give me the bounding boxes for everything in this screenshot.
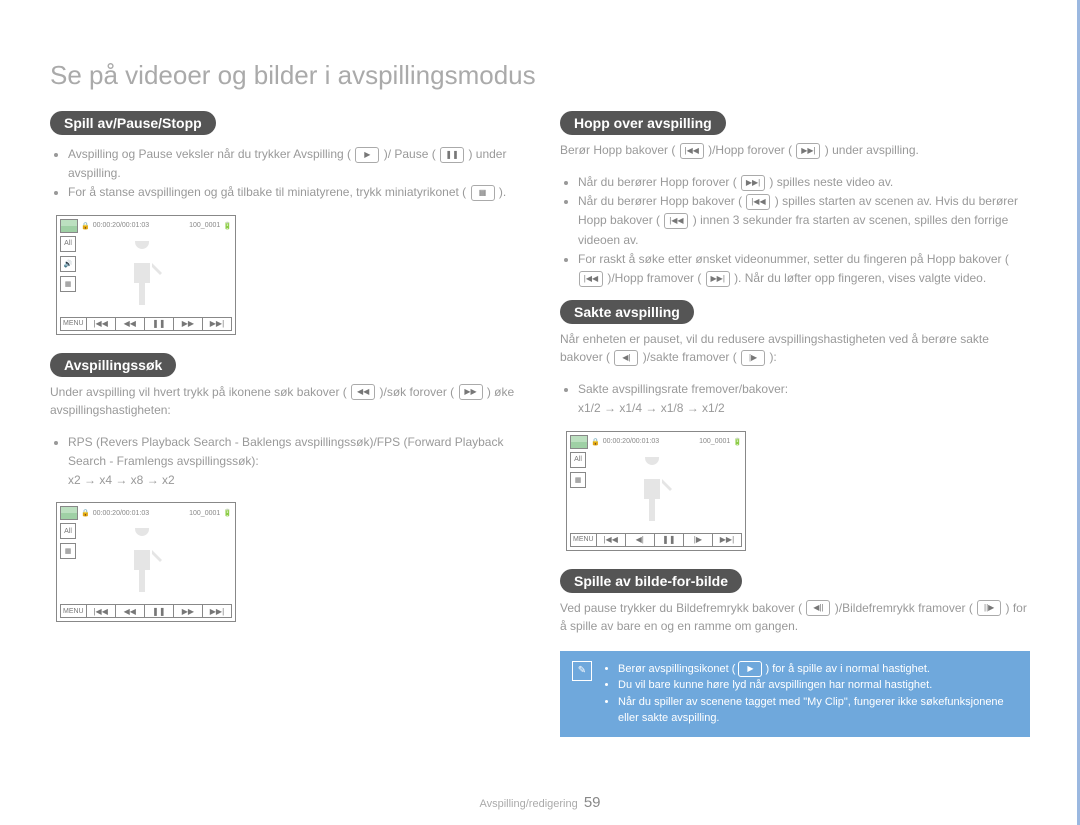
skip-fwd-icon: ▶▶| (203, 604, 232, 618)
pause-icon: ❚❚ (440, 147, 464, 163)
heading-skip: Hopp over avspilling (560, 111, 726, 135)
grid-icon: ▦ (60, 276, 76, 292)
note-list: Berør avspillingsikonet ( ▶ ) for å spil… (602, 661, 1018, 727)
player-mock-3: 🔒 00:00:20/00:01:03 100_0001 🔋 All ▦ MEN… (566, 431, 746, 551)
rate-sequence: x2 → x4 → x8 → x2 (68, 473, 175, 487)
skip-fwd-icon: ▶▶| (796, 143, 820, 159)
rewind-icon: ◀◀ (116, 604, 145, 618)
list-play-pause: Avspilling og Pause veksler når du trykk… (50, 145, 520, 203)
grid-icon: ▦ (60, 543, 76, 559)
player-mock-2: 🔒 00:00:20/00:01:03 100_0001 🔋 All ▦ MEN… (56, 502, 236, 622)
player-controls: MENU |◀◀ ◀◀ ❚❚ ▶▶ ▶▶| (60, 604, 232, 618)
all-icon: All (60, 523, 76, 539)
forward-icon: ▶▶ (459, 384, 483, 400)
skip-back-icon: |◀◀ (664, 213, 688, 229)
player-side-buttons: All ▦ (60, 523, 76, 559)
list-item: For å stanse avspillingen og gå tilbake … (68, 183, 520, 202)
pause-icon: ❚❚ (145, 604, 174, 618)
all-icon: All (570, 452, 586, 468)
player-thumb-icon (60, 506, 78, 520)
list-item: Når du berører Hopp forover ( ▶▶| ) spil… (578, 173, 1030, 192)
page-number: 59 (584, 794, 601, 811)
frame-back-icon: ◀|| (806, 600, 830, 616)
note-item: Du vil bare kunne høre lyd når avspillin… (618, 677, 1018, 694)
menu-button: MENU (60, 317, 87, 331)
note-item: Berør avspillingsikonet ( ▶ ) for å spil… (618, 661, 1018, 678)
slow-back-icon: ◀| (614, 350, 638, 366)
list-item: For raskt å søke etter ønsket videonumme… (578, 250, 1030, 288)
list-item: Sakte avspillingsrate fremover/bakover: … (578, 380, 1030, 418)
skip-fwd-icon: ▶▶| (741, 175, 765, 191)
player-controls: MENU |◀◀ ◀| ❚❚ |▶ ▶▶| (570, 533, 742, 547)
pause-icon: ❚❚ (655, 533, 684, 547)
play-icon: ▶ (355, 147, 379, 163)
slow-fwd-icon: |▶ (741, 350, 765, 366)
slow-back-icon: ◀| (626, 533, 655, 547)
right-column: Hopp over avspilling Berør Hopp bakover … (560, 111, 1030, 737)
skip-fwd-icon: ▶▶| (713, 533, 742, 547)
skip-fwd-icon: ▶▶| (203, 317, 232, 331)
left-column: Spill av/Pause/Stopp Avspilling og Pause… (50, 111, 520, 737)
list-item: RPS (Revers Playback Search - Baklengs a… (68, 433, 520, 491)
rate-sequence: x1/2 → x1/4 → x1/8 → x1/2 (578, 401, 725, 415)
play-icon: ▶ (738, 661, 762, 677)
slow-fwd-icon: |▶ (684, 533, 713, 547)
frame-paragraph: Ved pause trykker du Bildefremrykk bakov… (560, 599, 1030, 635)
player-top-bar: 🔒 00:00:20/00:01:03 100_0001 🔋 (60, 506, 232, 520)
skip-back-icon: |◀◀ (87, 317, 116, 331)
player-mock-1: 🔒 00:00:20/00:01:03 100_0001 🔋 All 🔊 ▦ M… (56, 215, 236, 335)
page-footer: Avspilling/redigering 59 (0, 794, 1080, 811)
skip-back-icon: |◀◀ (579, 271, 603, 287)
silhouette-icon (112, 528, 172, 598)
skip-back-icon: |◀◀ (597, 533, 626, 547)
list-item: Avspilling og Pause veksler når du trykk… (68, 145, 520, 183)
player-controls: MENU |◀◀ ◀◀ ❚❚ ▶▶ ▶▶| (60, 317, 232, 331)
search-paragraph: Under avspilling vil hvert trykk på ikon… (50, 383, 520, 419)
player-top-bar: 🔒 00:00:20/00:01:03 100_0001 🔋 (60, 219, 232, 233)
speaker-icon: 🔊 (60, 256, 76, 272)
thumbnail-icon: ▦ (471, 185, 495, 201)
silhouette-icon (112, 241, 172, 311)
player-top-bar: 🔒 00:00:20/00:01:03 100_0001 🔋 (570, 435, 742, 449)
rewind-icon: ◀◀ (351, 384, 375, 400)
manual-page: Se på videoer og bilder i avspillingsmod… (0, 0, 1080, 825)
silhouette-icon (622, 457, 682, 527)
slow-paragraph: Når enheten er pauset, vil du redusere a… (560, 330, 1030, 366)
page-title: Se på videoer og bilder i avspillingsmod… (50, 60, 1030, 91)
frame-fwd-icon: ||▶ (977, 600, 1001, 616)
note-icon: ✎ (572, 661, 592, 681)
content-columns: Spill av/Pause/Stopp Avspilling og Pause… (50, 111, 1030, 737)
all-icon: All (60, 236, 76, 252)
player-thumb-icon (60, 219, 78, 233)
note-box: ✎ Berør avspillingsikonet ( ▶ ) for å sp… (560, 651, 1030, 737)
skip-back-icon: |◀◀ (746, 194, 770, 210)
pause-icon: ❚❚ (145, 317, 174, 331)
forward-icon: ▶▶ (174, 604, 203, 618)
player-side-buttons: All ▦ (570, 452, 586, 488)
heading-play-pause-stop: Spill av/Pause/Stopp (50, 111, 216, 135)
rewind-icon: ◀◀ (116, 317, 145, 331)
list-search: RPS (Revers Playback Search - Baklengs a… (50, 433, 520, 491)
menu-button: MENU (570, 533, 597, 547)
skip-paragraph: Berør Hopp bakover ( |◀◀ )/Hopp forover … (560, 141, 1030, 159)
footer-section: Avspilling/redigering (479, 798, 577, 810)
skip-fwd-icon: ▶▶| (706, 271, 730, 287)
grid-icon: ▦ (570, 472, 586, 488)
skip-back-icon: |◀◀ (87, 604, 116, 618)
forward-icon: ▶▶ (174, 317, 203, 331)
menu-button: MENU (60, 604, 87, 618)
player-thumb-icon (570, 435, 588, 449)
note-item: Når du spiller av scenene tagget med "My… (618, 694, 1018, 727)
player-side-buttons: All 🔊 ▦ (60, 236, 76, 292)
heading-frame: Spille av bilde-for-bilde (560, 569, 742, 593)
list-item: Når du berører Hopp bakover ( |◀◀ ) spil… (578, 192, 1030, 250)
skip-back-icon: |◀◀ (680, 143, 704, 159)
list-skip: Når du berører Hopp forover ( ▶▶| ) spil… (560, 173, 1030, 288)
list-slow: Sakte avspillingsrate fremover/bakover: … (560, 380, 1030, 418)
heading-search: Avspillingssøk (50, 353, 176, 377)
heading-slow: Sakte avspilling (560, 300, 694, 324)
